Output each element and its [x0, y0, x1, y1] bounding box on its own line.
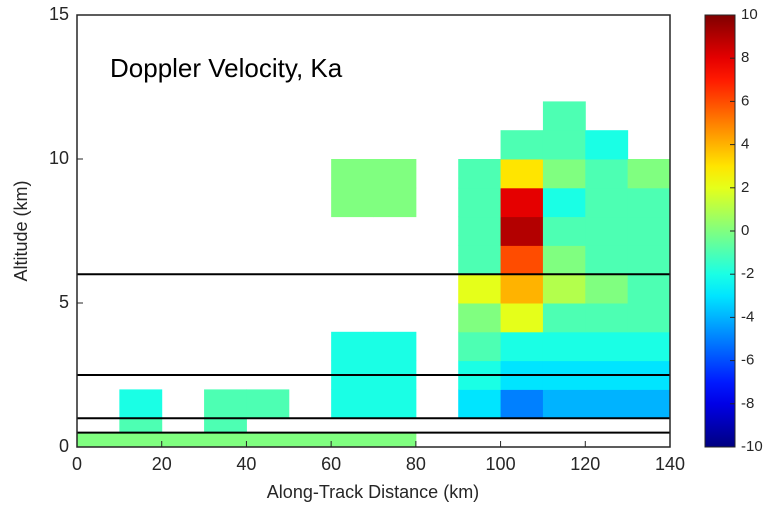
y-tick-label: 5 — [59, 292, 69, 312]
x-tick-label: 80 — [406, 454, 426, 474]
heatmap-cell — [627, 187, 671, 218]
heatmap-cell — [500, 130, 544, 160]
heatmap-cell — [331, 187, 374, 218]
colorbar-tick-label: 4 — [741, 136, 749, 153]
heatmap-cell — [627, 274, 671, 304]
heatmap-cell — [500, 216, 544, 246]
heatmap-cell — [373, 159, 417, 189]
x-tick-label: 20 — [152, 454, 172, 474]
x-tick-label: 120 — [570, 454, 600, 474]
heatmap-cell — [373, 331, 417, 362]
heatmap-cell — [373, 432, 417, 448]
heatmap-cell — [204, 418, 247, 434]
x-axis-label: Along-Track Distance (km) — [267, 482, 479, 502]
heatmap-cell — [119, 418, 163, 434]
heatmap-cell — [585, 303, 629, 333]
heatmap-cell — [500, 274, 544, 304]
colorbar-tick-label: 8 — [741, 49, 749, 66]
heatmap-cell — [500, 331, 544, 362]
heatmap-cell — [458, 187, 502, 218]
heatmap-cell — [204, 389, 247, 419]
x-tick-label: 60 — [321, 454, 341, 474]
heatmap-cell — [458, 303, 502, 333]
heatmap-cell — [542, 389, 586, 419]
heatmap-cell — [500, 159, 544, 189]
heatmap-cell — [542, 159, 586, 189]
heatmap-cell — [119, 432, 163, 448]
colorbar-tick-label: 10 — [741, 6, 758, 23]
heatmap-cell — [373, 389, 417, 419]
heatmap-cell — [500, 389, 544, 419]
colorbar-tick-label: -6 — [741, 352, 754, 369]
colorbar-tick-label: -4 — [741, 308, 754, 325]
heatmap-cell — [542, 245, 586, 275]
heatmap-cell — [585, 159, 629, 189]
heatmap-cell — [542, 101, 586, 131]
colorbar-tick-label: 0 — [741, 222, 749, 239]
heatmap-cell — [161, 432, 205, 448]
annotation: Doppler Velocity, Ka — [110, 53, 343, 83]
heatmap-cell — [500, 187, 544, 218]
heatmap-cell — [288, 432, 332, 448]
heatmap-cell — [458, 245, 502, 275]
heatmap-cell — [585, 187, 629, 218]
heatmap-cell — [373, 187, 417, 218]
colorbar-tick-label: -2 — [741, 265, 754, 282]
heatmap-cell — [627, 245, 671, 275]
heatmap-cell — [542, 303, 586, 333]
heatmap-cell — [542, 274, 586, 304]
heatmap-cell — [204, 432, 247, 448]
heatmap-cell — [585, 216, 629, 246]
heatmap-cell — [627, 331, 671, 362]
heatmap-cell — [627, 389, 671, 419]
heatmap-cell — [585, 245, 629, 275]
colorbar-tick-label: -8 — [741, 395, 754, 412]
heatmap-cell — [458, 274, 502, 304]
heatmap-cell — [458, 389, 502, 419]
heatmap-cell — [627, 303, 671, 333]
heatmap-cell — [331, 331, 374, 362]
heatmap-cell — [627, 159, 671, 189]
heatmap-cell — [458, 159, 502, 189]
heatmap-cell — [585, 274, 629, 304]
y-tick-label: 0 — [59, 436, 69, 456]
heatmap-cell — [585, 130, 629, 160]
y-tick-label: 15 — [49, 4, 69, 24]
heatmap-cell — [500, 245, 544, 275]
x-tick-label: 0 — [72, 454, 82, 474]
heatmap-cell — [542, 187, 586, 218]
heatmap-cell — [77, 432, 120, 448]
colorbar-tick-label: 6 — [741, 92, 749, 109]
x-tick-label: 40 — [236, 454, 256, 474]
plot-frame — [76, 14, 671, 448]
y-axis-label: Altitude (km) — [11, 180, 31, 281]
heatmap-cell — [331, 159, 374, 189]
colorbar-tick-label: 2 — [741, 179, 749, 196]
heatmap-cell — [627, 216, 671, 246]
heatmap-cell — [458, 331, 502, 362]
heatmap-cell — [585, 389, 629, 419]
heatmap-cell — [500, 303, 544, 333]
heatmap-cell — [585, 331, 629, 362]
y-tick-label: 10 — [49, 148, 69, 168]
heatmap-cell — [542, 216, 586, 246]
x-tick-label: 100 — [486, 454, 516, 474]
heatmap-cell — [542, 130, 586, 160]
x-tick-label: 140 — [655, 454, 685, 474]
heatmap-cell — [246, 389, 290, 419]
heatmap-cell — [119, 389, 163, 419]
heatmap-cell — [458, 216, 502, 246]
heatmap-cell — [331, 432, 374, 448]
colorbar-tick-label: -10 — [741, 438, 763, 455]
heatmap-cell — [331, 389, 374, 419]
heatmap-cell — [542, 331, 586, 362]
heatmap-cell — [246, 432, 290, 448]
